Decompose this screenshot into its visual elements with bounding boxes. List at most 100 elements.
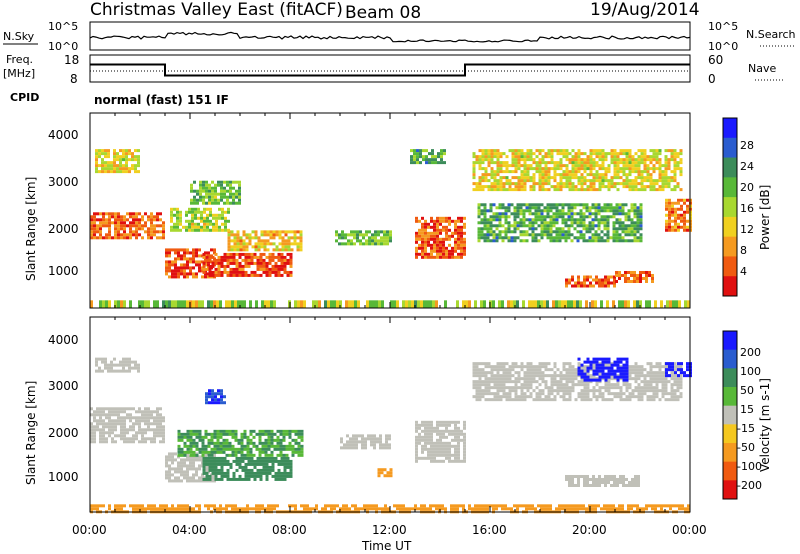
velocity-cell bbox=[589, 389, 593, 393]
power-cell bbox=[233, 233, 237, 237]
power-cell bbox=[483, 300, 486, 308]
power-cell bbox=[120, 221, 123, 225]
velocity-cell bbox=[379, 446, 382, 450]
power-cell bbox=[183, 248, 186, 252]
power-cell bbox=[259, 267, 263, 271]
velocity-cell bbox=[144, 431, 147, 435]
power-cell bbox=[673, 149, 677, 153]
velocity-cell bbox=[562, 395, 566, 399]
power-cell bbox=[552, 300, 555, 308]
power-cell bbox=[241, 252, 245, 256]
power-cell bbox=[556, 182, 560, 186]
power-cell bbox=[595, 152, 599, 156]
velocity-cell bbox=[643, 380, 647, 384]
velocity-cell bbox=[553, 374, 557, 378]
power-cell bbox=[120, 227, 123, 231]
power-cell bbox=[209, 213, 212, 217]
power-cell bbox=[210, 254, 213, 258]
power-cell bbox=[263, 245, 267, 249]
velocity-cell bbox=[421, 420, 424, 424]
velocity-cell bbox=[598, 366, 602, 370]
velocity-cell bbox=[640, 386, 644, 390]
power-cell bbox=[628, 158, 632, 162]
power-cell bbox=[440, 155, 443, 159]
velocity-cell bbox=[93, 413, 96, 417]
velocity-cell bbox=[502, 377, 506, 381]
power-cell bbox=[565, 179, 569, 183]
velocity-cell bbox=[628, 377, 632, 381]
power-cell bbox=[591, 233, 595, 237]
velocity-cell bbox=[234, 429, 238, 433]
power-cell bbox=[350, 233, 353, 237]
date-label: 19/Aug/2014 bbox=[590, 0, 700, 20]
power-cell bbox=[207, 263, 210, 267]
power-cell bbox=[478, 185, 482, 189]
velocity-cell bbox=[553, 389, 557, 393]
velocity-cell bbox=[559, 383, 563, 387]
velocity-cell bbox=[141, 416, 144, 420]
velocity-cell bbox=[568, 398, 572, 402]
power-cell bbox=[615, 239, 619, 243]
power-cell bbox=[522, 215, 526, 219]
velocity-cell bbox=[667, 380, 671, 384]
velocity-cell bbox=[562, 377, 566, 381]
power-cell bbox=[212, 216, 215, 220]
power-cell bbox=[561, 206, 565, 210]
power-cell bbox=[439, 237, 442, 241]
power-cell bbox=[101, 170, 104, 174]
velocity-cell bbox=[508, 395, 512, 399]
velocity-cell bbox=[247, 462, 251, 466]
power-cell bbox=[622, 161, 626, 165]
power-cell bbox=[639, 276, 642, 280]
power-cell bbox=[210, 300, 213, 308]
velocity-cell bbox=[415, 435, 418, 439]
velocity-cell bbox=[610, 383, 614, 387]
velocity-cell bbox=[153, 410, 156, 414]
power-cell bbox=[492, 239, 496, 243]
power-cell bbox=[212, 228, 215, 232]
power-cell bbox=[606, 230, 610, 234]
velocity-cell bbox=[208, 477, 212, 481]
velocity-cell bbox=[436, 441, 439, 445]
velocity-cell bbox=[613, 483, 616, 487]
power-cell bbox=[683, 216, 686, 220]
power-cell bbox=[555, 230, 559, 234]
velocity-cell bbox=[622, 363, 626, 367]
power-cell bbox=[636, 215, 640, 219]
power-cell bbox=[544, 173, 548, 177]
power-cell bbox=[147, 233, 150, 237]
power-cell bbox=[338, 236, 341, 240]
power-cell bbox=[636, 206, 640, 210]
power-cell bbox=[180, 257, 183, 261]
power-cell bbox=[534, 239, 538, 243]
power-cell bbox=[206, 225, 209, 229]
power-cell bbox=[655, 179, 659, 183]
power-cell bbox=[190, 186, 193, 190]
power-cell bbox=[141, 227, 144, 231]
velocity-cell bbox=[427, 447, 430, 451]
power-cell bbox=[618, 224, 622, 228]
power-cell bbox=[119, 164, 122, 168]
power-cell bbox=[489, 218, 493, 222]
velocity-cell bbox=[232, 471, 236, 475]
power-cell bbox=[445, 249, 448, 253]
velocity-cell bbox=[664, 380, 668, 384]
power-cell bbox=[585, 224, 589, 228]
velocity-cell bbox=[186, 429, 190, 433]
power-cell bbox=[568, 176, 572, 180]
velocity-cell bbox=[131, 366, 134, 370]
velocity-cell bbox=[583, 480, 586, 484]
velocity-cell bbox=[280, 471, 284, 475]
velocity-cell bbox=[616, 483, 619, 487]
velocity-cell bbox=[665, 368, 668, 372]
power-cell bbox=[508, 179, 512, 183]
velocity-cell bbox=[159, 504, 162, 508]
velocity-cell bbox=[634, 395, 638, 399]
velocity-cell bbox=[637, 398, 641, 402]
power-cell bbox=[586, 185, 590, 189]
power-cell bbox=[574, 164, 578, 168]
power-cell bbox=[440, 158, 443, 162]
power-cell bbox=[649, 176, 653, 180]
power-cell bbox=[254, 248, 258, 252]
power-cell bbox=[550, 167, 554, 171]
